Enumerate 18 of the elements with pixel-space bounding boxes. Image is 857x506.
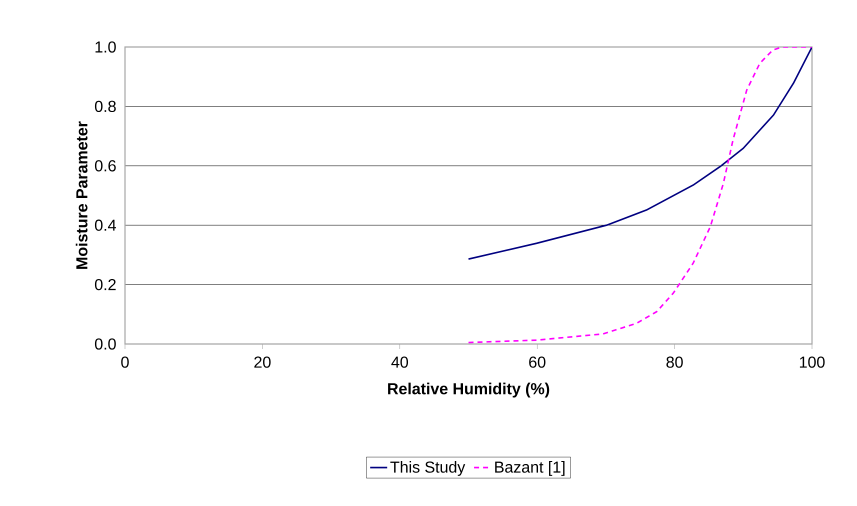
line-series xyxy=(468,46,812,344)
y-tick-label: 0.4 xyxy=(94,220,116,231)
x-tick-label: 80 xyxy=(666,356,683,368)
legend-label: This Study xyxy=(390,461,466,476)
x-tick-label: 100 xyxy=(800,356,825,368)
x-tick-label: 60 xyxy=(529,356,546,368)
x-axis-title: Relative Humidity (%) xyxy=(388,382,550,398)
y-tick-label: 0.2 xyxy=(94,278,116,290)
y-tick-label: 0.0 xyxy=(94,338,116,350)
x-tick-label: 20 xyxy=(254,356,271,368)
y-tick-label: 0.6 xyxy=(94,160,116,172)
y-tick-label: 0.8 xyxy=(94,100,116,112)
legend-label: Bazant [1] xyxy=(495,461,564,476)
x-tick-label: 0 xyxy=(121,356,129,368)
y-tick-label: 1.0 xyxy=(96,41,116,53)
y-axis-title: Moisture Parameter xyxy=(76,121,88,269)
line-series xyxy=(468,46,812,260)
x-tick-label: 40 xyxy=(391,356,408,368)
